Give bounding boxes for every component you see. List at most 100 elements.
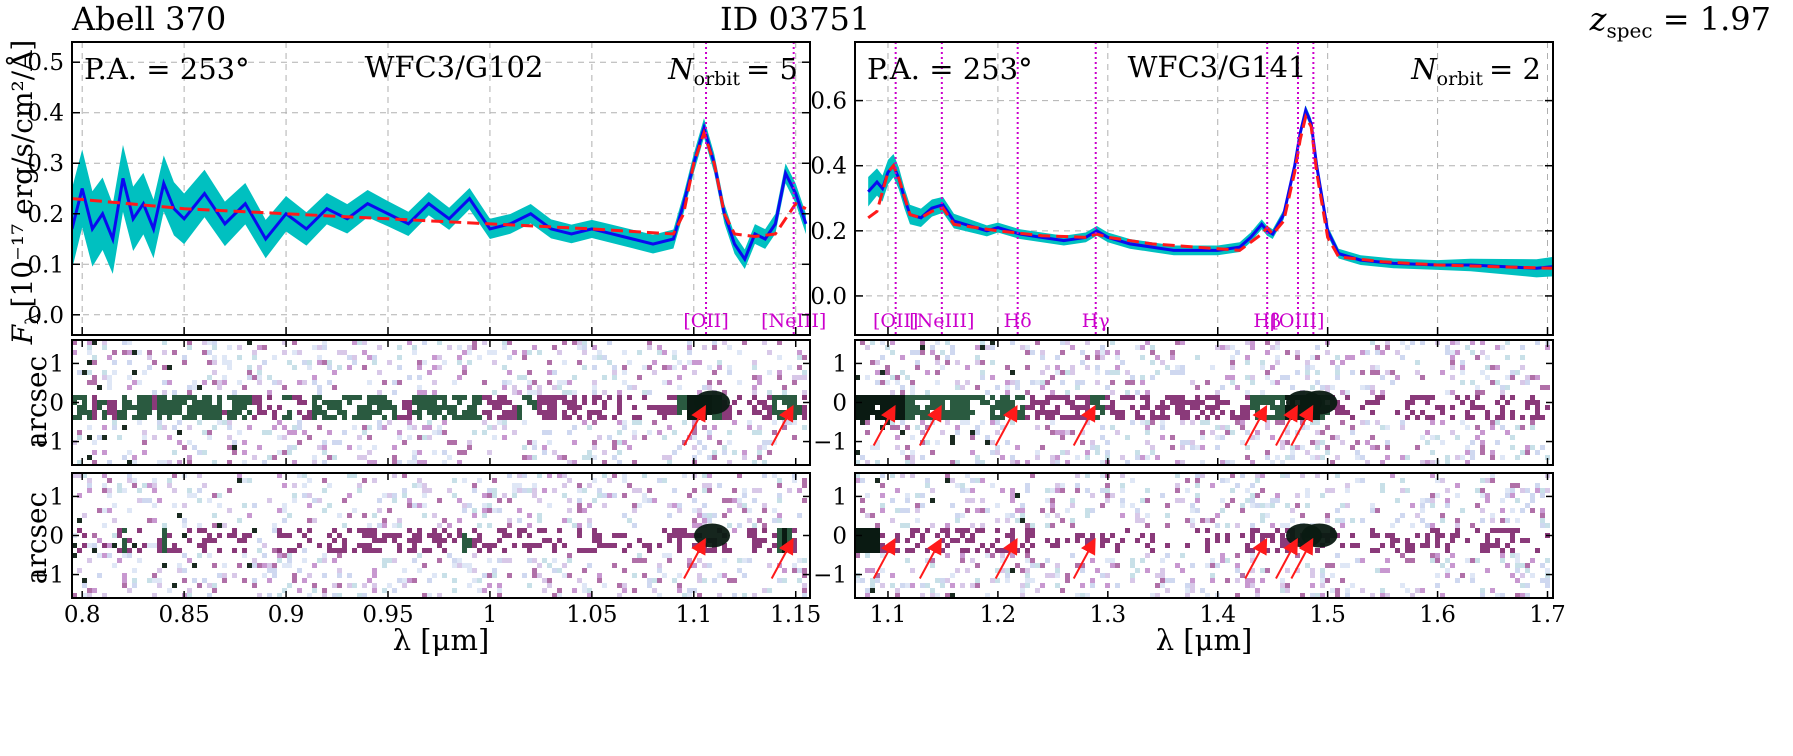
stamp-pixel (357, 593, 362, 598)
stamp-pixel (717, 483, 722, 488)
stamp-pixel (1270, 395, 1275, 400)
stamp-pixel (132, 568, 137, 573)
stamp-pixel (167, 380, 172, 385)
stamp-pixel (945, 395, 950, 400)
stamp-pixel (142, 483, 147, 488)
stamp-pixel (312, 345, 317, 350)
stamp-pixel (1485, 355, 1490, 360)
stamp-pixel (757, 375, 762, 380)
stamp-pixel (162, 543, 167, 548)
stamp-pixel (547, 395, 552, 400)
stamp-pixel (1345, 488, 1350, 493)
stamp-pixel (1045, 513, 1050, 518)
stamp-pixel (232, 410, 237, 415)
stamp-pixel (1250, 375, 1255, 380)
stamp-pixel (77, 568, 82, 573)
stamp-pixel (617, 400, 622, 405)
stamp-pixel (667, 425, 672, 430)
stamp-pixel (935, 360, 940, 365)
stamp-pixel (592, 395, 597, 400)
stamp-pixel (377, 390, 382, 395)
stamp-pixel (442, 538, 447, 543)
stamp-pixel (467, 543, 472, 548)
stamp-pixel (142, 430, 147, 435)
stamp-pixel (542, 528, 547, 533)
stamp-pixel (572, 440, 577, 445)
stamp-pixel (782, 538, 787, 543)
stamp-pixel (487, 493, 492, 498)
stamp-pixel (162, 460, 167, 465)
stamp-pixel (1470, 455, 1475, 460)
stamp-pixel (717, 593, 722, 598)
stamp-pixel (187, 488, 192, 493)
stamp-pixel (642, 365, 647, 370)
stamp-pixel (437, 355, 442, 360)
stamp-pixel (945, 360, 950, 365)
stamp-pixel (397, 430, 402, 435)
stamp-pixel (162, 548, 167, 553)
stamp-pixel (940, 400, 945, 405)
stamp-pixel (322, 345, 327, 350)
stamp-pixel (652, 420, 657, 425)
stamp-pixel (102, 415, 107, 420)
stamp-pixel (697, 573, 702, 578)
stamp-pixel (337, 548, 342, 553)
stamp-pixel (687, 588, 692, 593)
stamp-pixel (517, 390, 522, 395)
stamp-pixel (97, 573, 102, 578)
stamp-pixel (602, 460, 607, 465)
stamp-pixel (592, 533, 597, 538)
stamp-pixel (292, 425, 297, 430)
stamp-pixel (687, 400, 692, 405)
stamp-pixel (662, 410, 667, 415)
stamp-pixel (1330, 385, 1335, 390)
stamp-pixel (1180, 445, 1185, 450)
stamp-pixel (422, 483, 427, 488)
stamp-pixel (900, 355, 905, 360)
stamp-pixel (1400, 355, 1405, 360)
stamp-pixel (980, 340, 985, 345)
stamp-pixel (995, 503, 1000, 508)
stamp-pixel (172, 488, 177, 493)
stamp-pixel (1065, 390, 1070, 395)
stamp-pixel (970, 395, 975, 400)
stamp-pixel (1220, 425, 1225, 430)
stamp-pixel (732, 498, 737, 503)
stamp-pixel (1485, 533, 1490, 538)
stamp-pixel (1265, 455, 1270, 460)
stamp-pixel (372, 533, 377, 538)
stamp-pixel (860, 405, 865, 410)
stamp-pixel (802, 588, 807, 593)
stamp-pixel (477, 355, 482, 360)
stamp-pixel (920, 533, 925, 538)
stamp-pixel (1085, 455, 1090, 460)
stamp-pixel (1505, 488, 1510, 493)
stamp-pixel (87, 543, 92, 548)
stamp-pixel (377, 425, 382, 430)
stamp-pixel (855, 415, 860, 420)
stamp-pixel (920, 455, 925, 460)
stamp-pixel (1145, 513, 1150, 518)
stamp-pixel (562, 390, 567, 395)
stamp-pixel (657, 350, 662, 355)
stamp-pixel (1025, 350, 1030, 355)
stamp-pixel (752, 365, 757, 370)
stamp-pixel (207, 350, 212, 355)
stamp-pixel (182, 355, 187, 360)
y-tick-label: 0.5 (27, 50, 64, 76)
stamp-pixel (532, 390, 537, 395)
emission-arrow (994, 537, 1018, 579)
stamp-pixel (557, 538, 562, 543)
stamp-pixel (367, 533, 372, 538)
stamp-pixel (477, 478, 482, 483)
stamp-pixel (1450, 350, 1455, 355)
stamp-pixel (142, 450, 147, 455)
spectrum-2d-stamp: 10−1 (30, 339, 811, 466)
stamp-pixel (452, 380, 457, 385)
stamp-pixel (732, 450, 737, 455)
stamp-pixel (1490, 450, 1495, 455)
stamp-pixel (925, 395, 930, 400)
stamp-pixel (397, 415, 402, 420)
stamp-pixel (277, 508, 282, 513)
stamp-pixel (1180, 410, 1185, 415)
